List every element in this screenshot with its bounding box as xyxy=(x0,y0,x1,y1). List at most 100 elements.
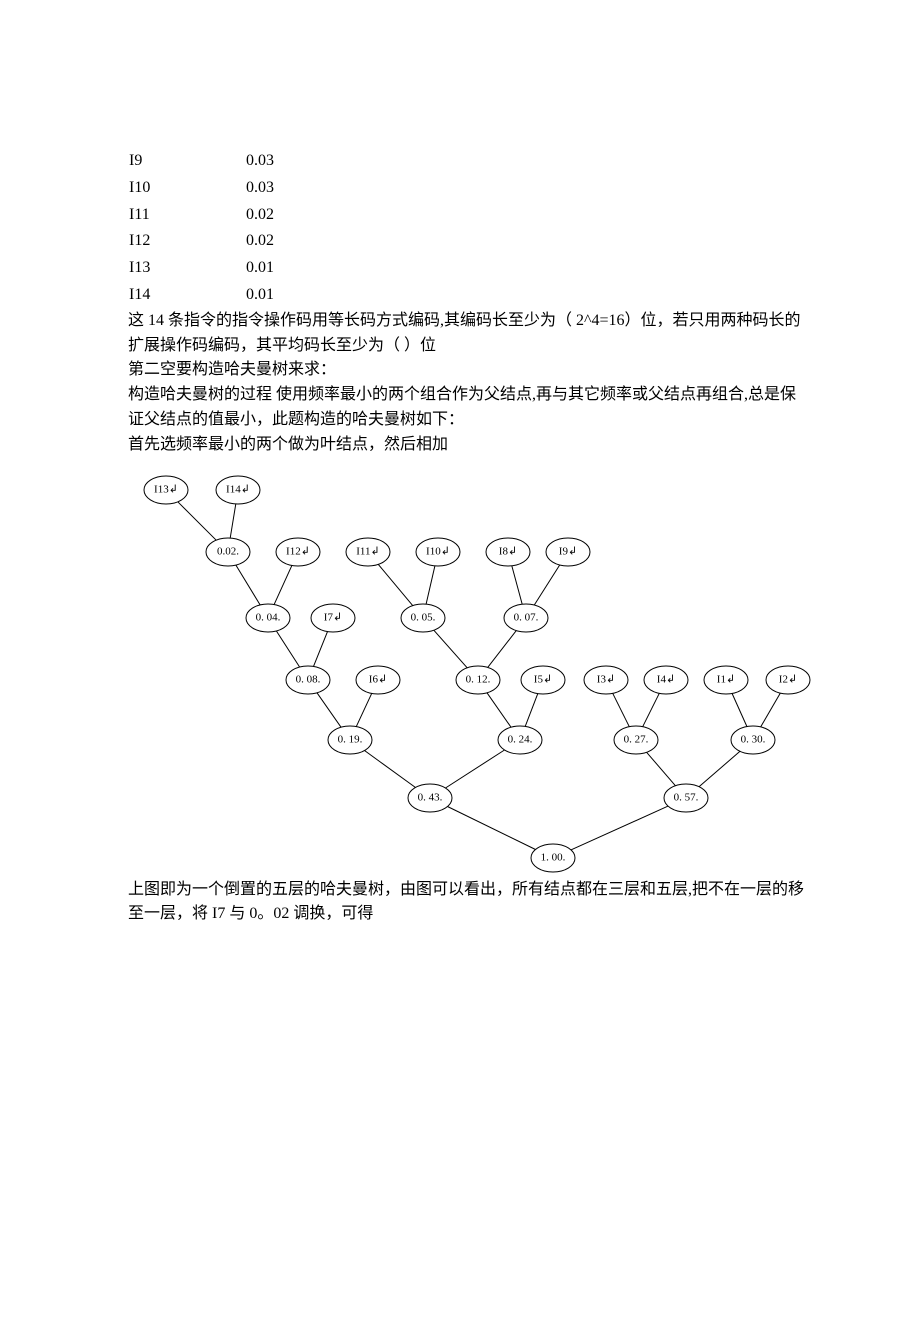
tree-edge xyxy=(276,631,299,667)
tree-node: I12↲ xyxy=(276,538,320,566)
tree-node-label: 0. 57. xyxy=(674,791,699,803)
tree-edge xyxy=(488,630,517,667)
tree-node-label: I8↲ xyxy=(499,545,517,557)
table-row: I11 0.02 xyxy=(128,202,275,229)
tree-edge xyxy=(525,693,538,726)
frequency-cell: 0.03 xyxy=(245,148,275,175)
tree-node-label: 0.02. xyxy=(217,545,239,557)
tree-edge xyxy=(356,693,371,726)
frequency-cell: 0.01 xyxy=(245,282,275,309)
tree-node: 0. 57. xyxy=(664,784,708,812)
tree-edge xyxy=(314,631,328,666)
tree-node-label: I10↲ xyxy=(426,545,450,557)
tree-node: I8↲ xyxy=(486,538,530,566)
tree-node: 0.02. xyxy=(206,538,250,566)
tree-node-label: 0. 12. xyxy=(466,673,491,685)
tree-node: 0. 07. xyxy=(504,604,548,632)
frequency-cell: 0.02 xyxy=(245,202,275,229)
tree-node-label: I12↲ xyxy=(286,545,310,557)
tree-node-label: I4↲ xyxy=(657,673,675,685)
tree-node: I1↲ xyxy=(704,666,748,694)
tree-node-label: 0. 19. xyxy=(338,733,363,745)
tree-node: 0. 19. xyxy=(328,726,372,754)
frequency-cell: 0.03 xyxy=(245,175,275,202)
tree-edge xyxy=(448,806,536,849)
tree-node-label: I9↲ xyxy=(559,545,577,557)
huffman-tree-diagram: I13↲ I14↲ 0.02. I12↲ I11↲ I10↲ I8↲ I9↲ 0. 04. I7↲… xyxy=(128,458,808,878)
tree-node: 0. 08. xyxy=(286,666,330,694)
tree-node: I6↲ xyxy=(356,666,400,694)
tree-node: 0. 24. xyxy=(498,726,542,754)
paragraph-5: 上图即为一个倒置的五层的哈夫曼树，由图可以看出，所有结点都在三层和五层,把不在一… xyxy=(128,878,808,928)
tree-node: 0. 12. xyxy=(456,666,500,694)
paragraph-3: 构造哈夫曼树的过程 使用频率最小的两个组合作为父结点,再与其它频率或父结点再组合… xyxy=(128,383,808,433)
tree-node: 0. 43. xyxy=(408,784,452,812)
tree-edge xyxy=(446,750,505,788)
instruction-cell: I13 xyxy=(128,255,245,282)
tree-edge xyxy=(761,693,781,727)
tree-node-label: 0. 30. xyxy=(741,733,766,745)
tree-node: I13↲ xyxy=(144,476,188,504)
instruction-cell: I10 xyxy=(128,175,245,202)
tree-node-label: 1. 00. xyxy=(541,851,566,863)
tree-node: 0. 05. xyxy=(401,604,445,632)
tree-node: 1. 00. xyxy=(531,844,575,872)
tree-node: I14↲ xyxy=(216,476,260,504)
tree-node-label: I3↲ xyxy=(597,673,615,685)
tree-edge xyxy=(487,692,511,726)
tree-edge xyxy=(571,806,668,850)
tree-node: I10↲ xyxy=(416,538,460,566)
frequency-table: I90.03I100.03I11 0.02I120.02I130.01I140.… xyxy=(128,148,275,309)
tree-node-label: I14↲ xyxy=(226,483,250,495)
tree-edge xyxy=(378,564,412,605)
instruction-cell: I12 xyxy=(128,228,245,255)
tree-node-label: 0. 04. xyxy=(256,611,281,623)
tree-edge xyxy=(647,752,676,785)
table-row: I120.02 xyxy=(128,228,275,255)
tree-node: I9↲ xyxy=(546,538,590,566)
tree-edge xyxy=(317,692,341,726)
paragraph-1: 这 14 条指令的指令操作码用等长码方式编码,其编码长至少为（ 2^4=16）位… xyxy=(128,309,808,359)
frequency-cell: 0.02 xyxy=(245,228,275,255)
tree-node-label: 0. 07. xyxy=(514,611,539,623)
tree-edge xyxy=(732,693,747,726)
tree-edge xyxy=(365,750,416,787)
instruction-cell: I14 xyxy=(128,282,245,309)
tree-node-label: I2↲ xyxy=(779,673,797,685)
tree-node-label: 0. 05. xyxy=(411,611,436,623)
instruction-cell: I11 xyxy=(128,202,245,229)
tree-node: I11↲ xyxy=(346,538,390,566)
tree-node-label: I1↲ xyxy=(717,673,735,685)
tree-node-label: I7↲ xyxy=(324,611,342,623)
instruction-cell: I9 xyxy=(128,148,245,175)
tree-edge xyxy=(512,565,522,603)
tree-node-label: I13↲ xyxy=(154,483,178,495)
tree-edge xyxy=(236,565,260,605)
tree-edge xyxy=(534,565,559,605)
tree-node: I5↲ xyxy=(521,666,565,694)
tree-edge xyxy=(434,630,467,668)
tree-node: 0. 27. xyxy=(614,726,658,754)
table-row: I140.01 xyxy=(128,282,275,309)
tree-node: I2↲ xyxy=(766,666,810,694)
tree-node-label: 0. 43. xyxy=(418,791,443,803)
tree-node: I7↲ xyxy=(311,604,355,632)
tree-node: I4↲ xyxy=(644,666,688,694)
table-row: I90.03 xyxy=(128,148,275,175)
tree-node: I3↲ xyxy=(584,666,628,694)
tree-edge xyxy=(178,501,216,539)
tree-edge xyxy=(613,693,630,726)
tree-edge xyxy=(699,751,740,786)
tree-node: 0. 30. xyxy=(731,726,775,754)
tree-edge xyxy=(274,565,292,604)
table-row: I100.03 xyxy=(128,175,275,202)
tree-edge xyxy=(426,565,435,603)
table-row: I130.01 xyxy=(128,255,275,282)
frequency-cell: 0.01 xyxy=(245,255,275,282)
tree-node: 0. 04. xyxy=(246,604,290,632)
tree-node-label: 0. 24. xyxy=(508,733,533,745)
tree-edge xyxy=(230,503,236,537)
tree-node-label: 0. 08. xyxy=(296,673,321,685)
paragraph-4: 首先选频率最小的两个做为叶结点，然后相加 xyxy=(128,433,808,458)
tree-edge xyxy=(643,693,660,726)
